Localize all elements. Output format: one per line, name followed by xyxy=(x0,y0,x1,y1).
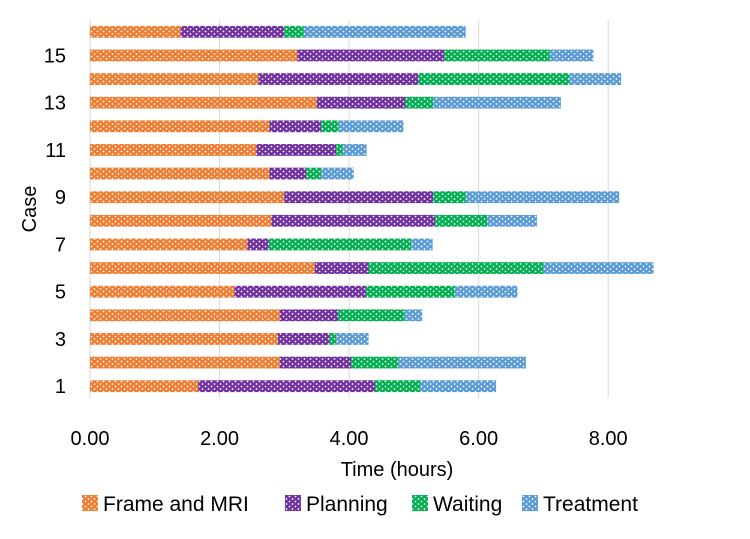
bar-case-15-waiting xyxy=(444,49,550,62)
bar-case-7-treatment xyxy=(411,238,433,251)
bar-case-13-treatment xyxy=(433,96,561,109)
bar-case-8-treatment xyxy=(487,214,537,227)
bar-case-16-frame-and-mri xyxy=(90,25,181,38)
bar-case-16-treatment xyxy=(303,25,466,38)
bar-case-16-planning xyxy=(180,25,285,38)
legend-item-waiting: Waiting xyxy=(412,493,502,516)
bar-case-3-waiting xyxy=(329,333,337,345)
bar-case-5-treatment xyxy=(454,285,518,298)
bar-case-11-frame-and-mri xyxy=(90,144,257,156)
x-axis-title: Time (hours) xyxy=(341,459,454,481)
bar-case-7-waiting xyxy=(268,238,412,251)
bar-case-9-treatment xyxy=(465,191,620,204)
bar-case-9-planning xyxy=(284,191,434,204)
bar-case-12-treatment xyxy=(338,120,404,133)
bar-case-4-frame-and-mri xyxy=(90,309,280,322)
y-tick-label: 1 xyxy=(55,376,66,398)
bars xyxy=(90,25,654,393)
bar-case-1-planning xyxy=(198,380,375,393)
legend-swatch xyxy=(522,495,538,511)
bar-case-15-treatment xyxy=(549,49,594,62)
bar-case-11-treatment xyxy=(342,144,367,156)
y-axis-title: Case xyxy=(19,186,41,233)
bar-case-5-waiting xyxy=(365,285,455,298)
legend-item-planning: Planning xyxy=(285,493,388,516)
bar-case-11-planning xyxy=(256,144,337,156)
bar-case-8-waiting xyxy=(435,214,488,227)
bar-case-12-planning xyxy=(269,120,322,133)
bar-case-6-waiting xyxy=(368,262,544,274)
bar-case-3-planning xyxy=(277,333,330,345)
bar-case-3-frame-and-mri xyxy=(90,333,278,345)
legend: Frame and MRI Planning Waiting Treatment xyxy=(82,493,638,516)
bar-case-6-planning xyxy=(314,262,369,274)
x-tick-label: 2.00 xyxy=(200,428,239,450)
bar-case-4-treatment xyxy=(404,309,423,322)
bar-case-14-treatment xyxy=(569,73,622,85)
bar-case-5-frame-and-mri xyxy=(90,285,235,298)
bar-case-14-waiting xyxy=(418,73,570,85)
bar-case-3-treatment xyxy=(336,333,369,345)
bar-case-2-waiting xyxy=(351,356,399,369)
bar-case-10-planning xyxy=(269,167,307,180)
bar-case-15-frame-and-mri xyxy=(90,49,298,62)
legend-item-frame-and-mri: Frame and MRI xyxy=(82,493,249,516)
bar-case-1-frame-and-mri xyxy=(90,380,199,393)
y-tick-label: 13 xyxy=(44,93,66,115)
y-tick-label: 11 xyxy=(45,140,66,162)
bar-case-13-waiting xyxy=(405,96,434,109)
bar-case-7-planning xyxy=(247,238,269,251)
bar-case-2-frame-and-mri xyxy=(90,356,280,369)
x-tick-label: 6.00 xyxy=(459,428,498,450)
bar-case-15-planning xyxy=(297,49,445,62)
bar-case-10-frame-and-mri xyxy=(90,167,270,180)
bar-case-9-waiting xyxy=(433,191,466,204)
x-tick-label: 8.00 xyxy=(589,428,628,450)
legend-item-treatment: Treatment xyxy=(522,493,638,516)
bar-case-10-treatment xyxy=(321,167,354,180)
bar-case-13-frame-and-mri xyxy=(90,96,317,109)
bar-case-16-waiting xyxy=(284,25,304,38)
legend-label: Treatment xyxy=(543,493,638,516)
bar-case-7-frame-and-mri xyxy=(90,238,248,251)
bar-case-6-frame-and-mri xyxy=(90,262,315,274)
bar-case-12-frame-and-mri xyxy=(90,120,270,133)
legend-swatch xyxy=(285,495,301,511)
bar-case-2-planning xyxy=(279,356,352,369)
y-tick-label: 7 xyxy=(55,234,66,256)
bar-case-5-planning xyxy=(234,285,366,298)
y-tick-label: 15 xyxy=(44,45,66,67)
x-tick-label: 4.00 xyxy=(330,428,369,450)
bar-case-10-waiting xyxy=(306,167,322,180)
bar-case-1-waiting xyxy=(375,380,421,393)
bar-case-13-planning xyxy=(316,96,406,109)
bar-case-9-frame-and-mri xyxy=(90,191,285,204)
legend-label: Planning xyxy=(306,493,388,516)
bar-case-2-treatment xyxy=(398,356,526,369)
legend-swatch xyxy=(82,495,98,511)
bar-case-14-planning xyxy=(258,73,419,85)
bar-case-11-waiting xyxy=(336,144,343,156)
x-tick-label: 0.00 xyxy=(71,428,110,450)
x-axis-ticks: 0.00 2.00 4.00 6.00 8.00 xyxy=(71,428,628,450)
bar-case-8-planning xyxy=(271,214,436,227)
bar-case-4-planning xyxy=(279,309,339,322)
bar-case-1-treatment xyxy=(420,380,497,393)
bar-case-14-frame-and-mri xyxy=(90,73,259,85)
bar-case-12-waiting xyxy=(321,120,339,133)
legend-label: Frame and MRI xyxy=(103,493,249,516)
bar-case-6-treatment xyxy=(543,262,654,274)
bar-case-8-frame-and-mri xyxy=(90,214,272,227)
bar-case-4-waiting xyxy=(338,309,405,322)
y-tick-label: 5 xyxy=(55,282,66,304)
legend-swatch xyxy=(412,495,428,511)
legend-label: Waiting xyxy=(433,493,502,516)
y-tick-label: 9 xyxy=(55,187,66,209)
y-tick-label: 3 xyxy=(55,329,66,351)
